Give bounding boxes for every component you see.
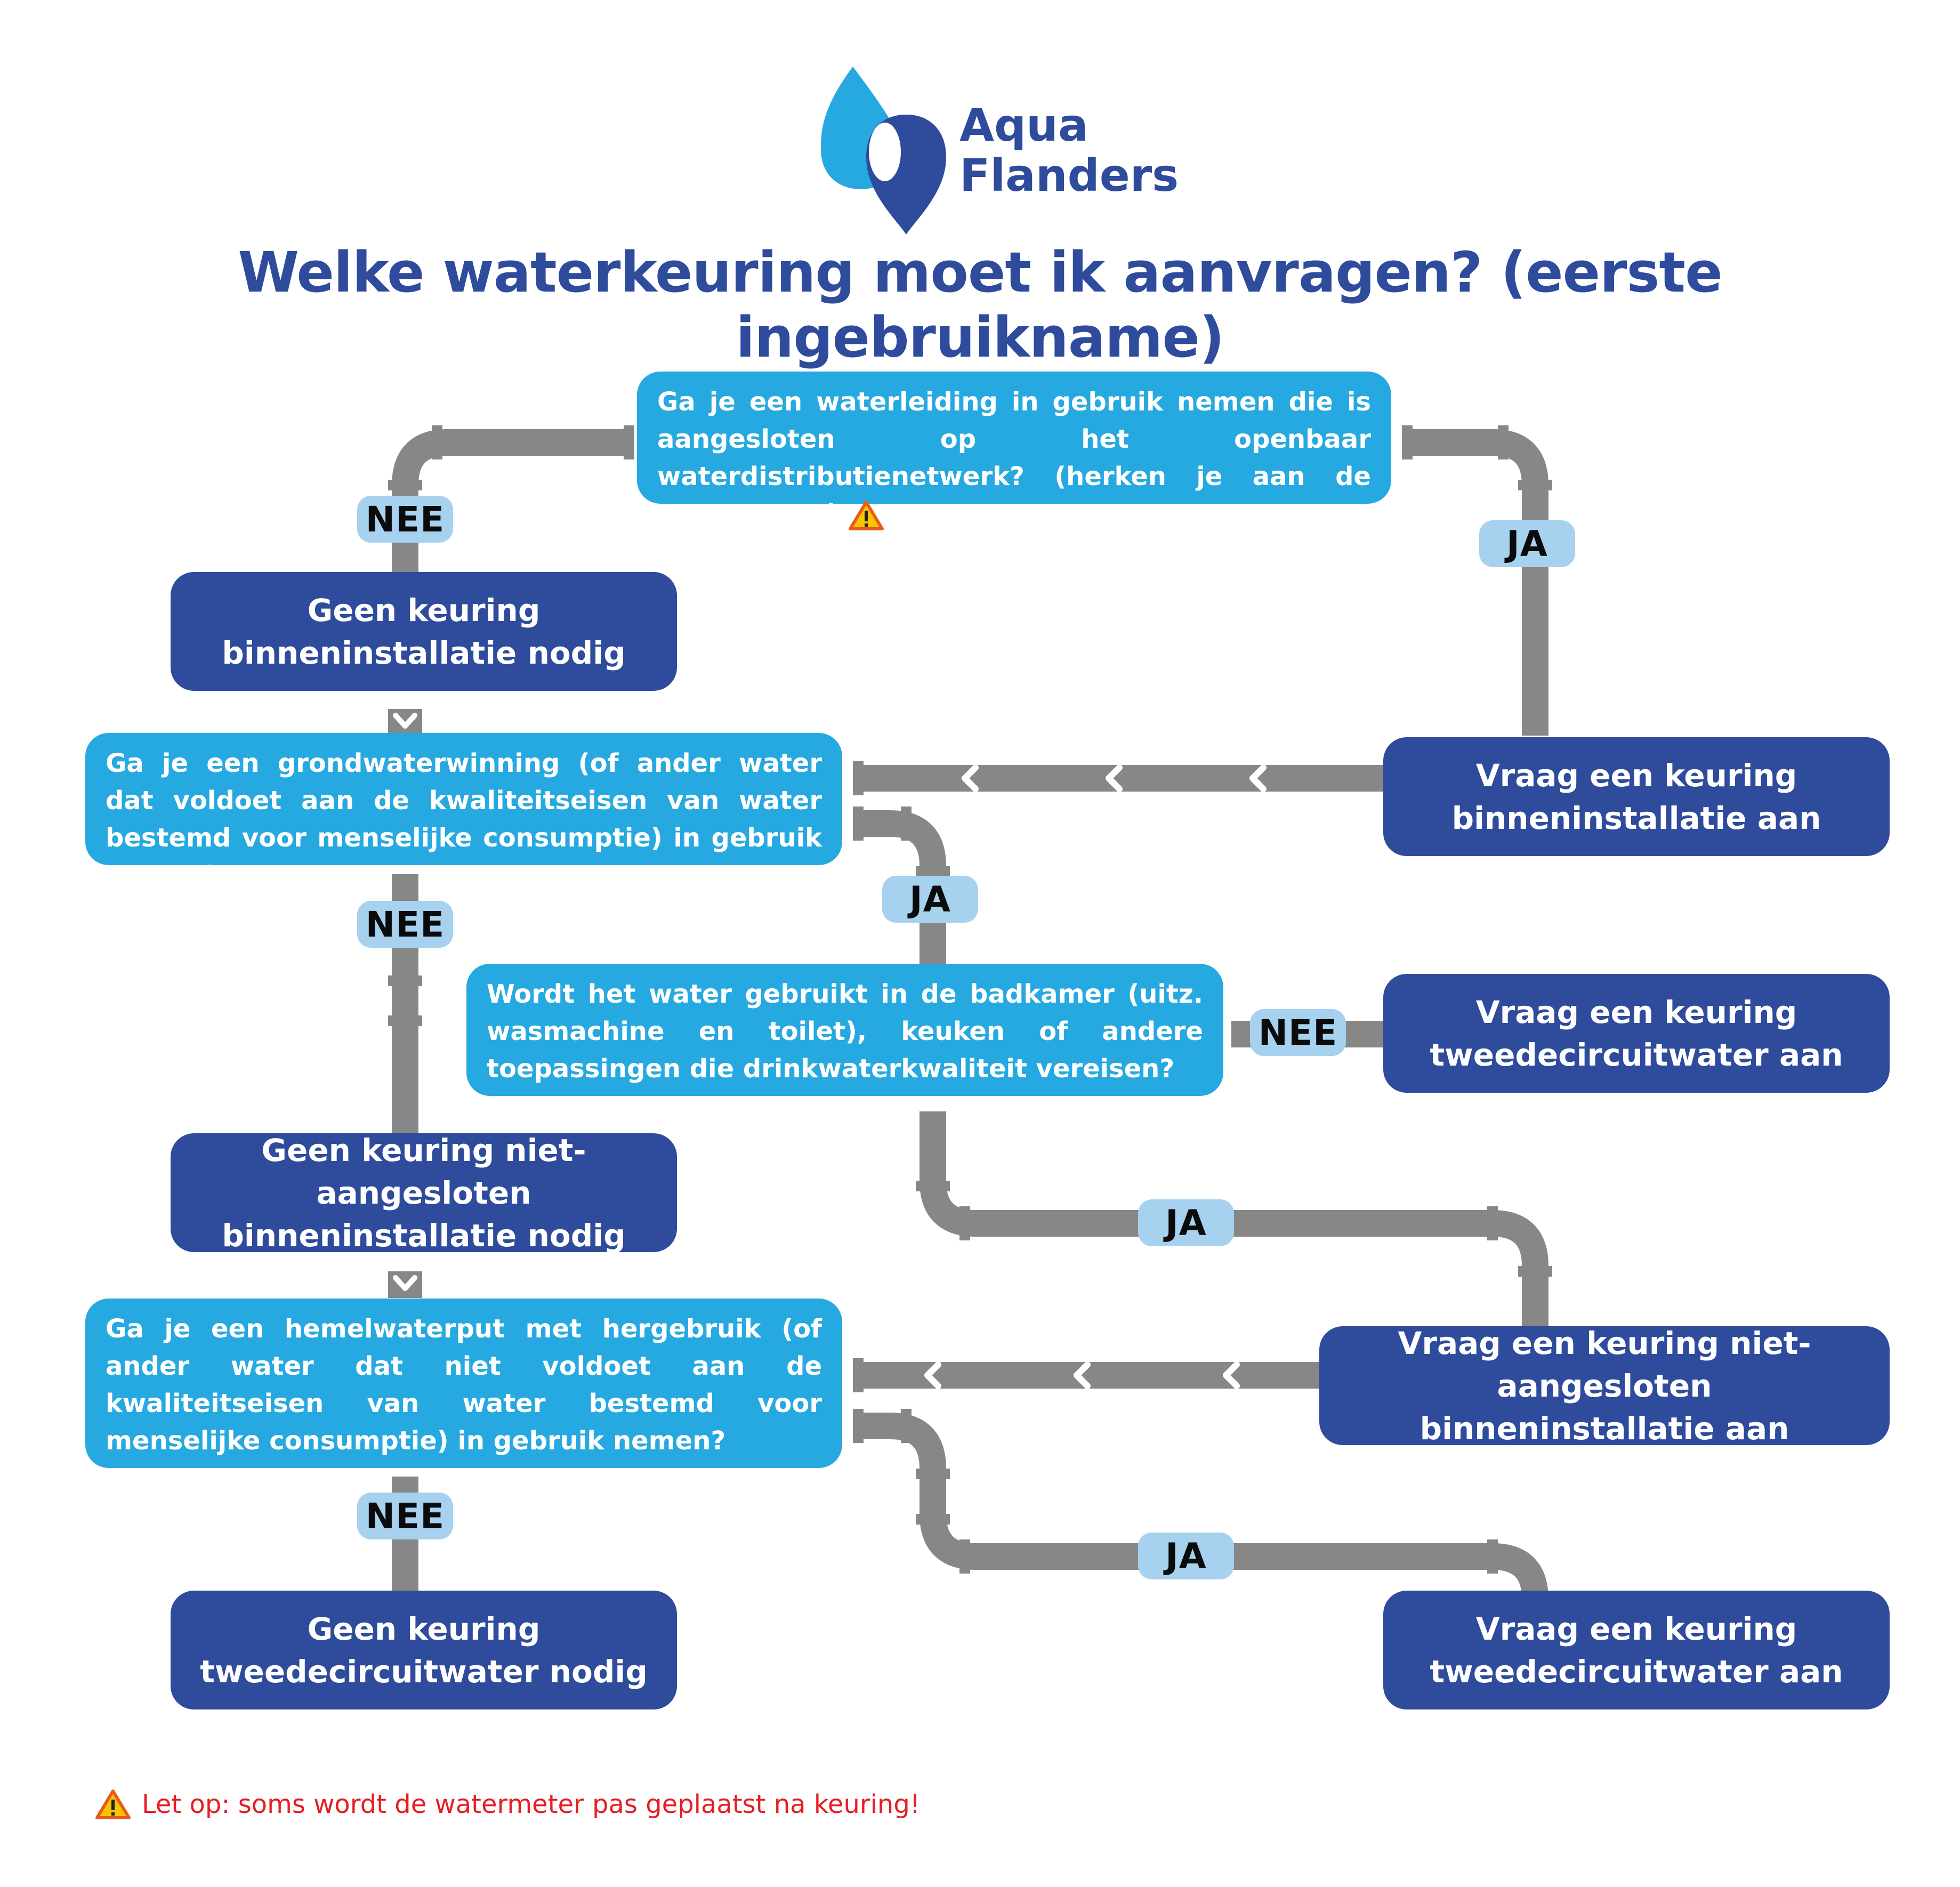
answer-line-2: tweedecircuitwater aan xyxy=(1430,1036,1843,1073)
question-text: Ga je een waterleiding in gebruik nemen … xyxy=(657,387,1371,529)
pipe-q1-yes xyxy=(1402,429,1548,736)
chevron-down-icon xyxy=(393,713,417,729)
brand-line-2: Flanders xyxy=(959,149,1179,201)
answer-line-1: Geen keuring niet-aangesloten xyxy=(261,1132,586,1211)
warning-icon xyxy=(848,501,884,530)
question-text: Ga je een grondwaterwinning (of ander wa… xyxy=(106,748,822,890)
pipe-q2-yes xyxy=(853,810,946,965)
footnote-text: Let op: soms wordt de watermeter pas gep… xyxy=(142,1789,921,1819)
warning-icon xyxy=(95,1789,131,1819)
page-title: Welke waterkeuring moet ik aanvragen? (e… xyxy=(238,240,1722,370)
chevron-left-icon xyxy=(1249,764,1267,792)
answer-line-1: Geen keuring xyxy=(307,592,541,628)
answer-line-2: tweedecircuitwater nodig xyxy=(200,1653,648,1690)
answer-no-inspection-non-connected: Geen keuring niet-aangesloten binneninst… xyxy=(171,1132,677,1254)
answer-request-indoor-inspection: Vraag een keuring binneninstallatie aan xyxy=(1383,737,1890,856)
label-no-q2: NEE xyxy=(357,901,453,948)
water-drop-logo xyxy=(821,67,946,235)
chevron-left-icon xyxy=(1074,1361,1091,1389)
answer-line-1: Vraag een keuring xyxy=(1475,1610,1797,1647)
answer-request-second-circuit-q3: Vraag een keuring tweedecircuitwater aan xyxy=(1383,974,1890,1093)
answer-line-2: binneninstallatie aan xyxy=(1419,1410,1789,1447)
answer-no-second-circuit-inspection: Geen keuring tweedecircuitwater nodig xyxy=(171,1591,677,1709)
chevron-left-icon xyxy=(1106,764,1123,792)
label-yes-q2: JA xyxy=(882,876,978,923)
answer-no-inspection-indoor: Geen keuring binneninstallatie nodig xyxy=(171,572,677,691)
question-connected-network: Ga je een waterleiding in gebruik nemen … xyxy=(637,372,1391,530)
chevron-left-icon xyxy=(1223,1361,1240,1389)
answer-line-2: binneninstallatie nodig xyxy=(222,634,626,671)
answer-line-1: Vraag een keuring niet-aangesloten xyxy=(1398,1325,1811,1404)
question-rainwater-well: Ga je een hemelwaterput met hergebruik (… xyxy=(85,1299,842,1468)
answer-line-1: Vraag een keuring xyxy=(1475,994,1797,1030)
chevron-left-icon xyxy=(962,764,979,792)
label-no-q1: NEE xyxy=(357,496,453,543)
question-text: Wordt het water gebruikt in de badkamer … xyxy=(487,979,1203,1084)
answer-line-1: Vraag een keuring xyxy=(1475,757,1797,794)
answer-line-2: binneninstallatie aan xyxy=(1451,800,1821,836)
label-no-q4: NEE xyxy=(357,1493,453,1539)
answer-request-non-connected-inspection: Vraag een keuring niet-aangesloten binne… xyxy=(1319,1325,1890,1447)
label-yes-q3: JA xyxy=(1138,1199,1234,1246)
chevron-left-icon xyxy=(924,1361,941,1389)
question-drinking-quality-use: Wordt het water gebruikt in de badkamer … xyxy=(466,964,1223,1096)
answer-line-2: tweedecircuitwater aan xyxy=(1430,1653,1843,1690)
brand-line-1: Aqua xyxy=(959,99,1088,151)
pipe-q4-yes xyxy=(853,1413,1548,1600)
answer-line-2: binneninstallatie nodig xyxy=(222,1217,626,1254)
question-text: Ga je een hemelwaterput met hergebruik (… xyxy=(106,1314,822,1456)
label-no-q3: NEE xyxy=(1250,1009,1346,1056)
label-yes-q1: JA xyxy=(1479,520,1575,567)
chevron-down-icon xyxy=(393,1275,417,1291)
pipe-q3-yes xyxy=(919,1111,1548,1327)
question-groundwater: Ga je een grondwaterwinning (of ander wa… xyxy=(85,733,842,890)
label-yes-q4: JA xyxy=(1138,1533,1234,1579)
answer-line-1: Geen keuring xyxy=(307,1610,541,1647)
answer-request-second-circuit-q4: Vraag een keuring tweedecircuitwater aan xyxy=(1383,1591,1890,1709)
footnote: Let op: soms wordt de watermeter pas gep… xyxy=(95,1789,920,1820)
